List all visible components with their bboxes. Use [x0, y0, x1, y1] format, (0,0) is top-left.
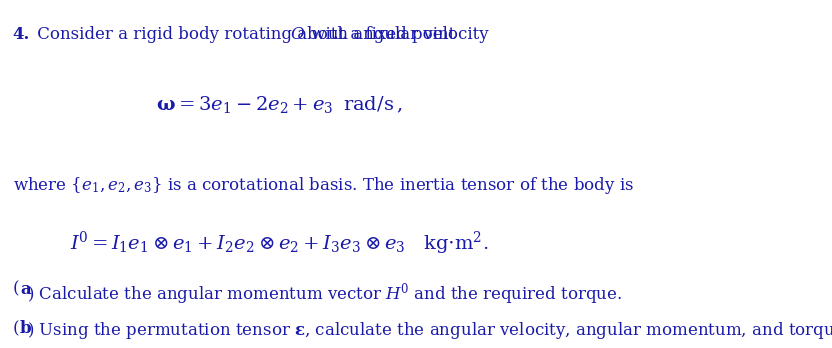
Text: with angular velocity: with angular velocity: [305, 26, 488, 44]
Text: where $\{\mathit{e}_1, \mathit{e}_2, \mathit{e}_3\}$ is a corotational basis. Th: where $\{\mathit{e}_1, \mathit{e}_2, \ma…: [12, 175, 634, 196]
Text: ) Calculate the angular momentum vector $\mathbf{\mathit{H}}^0$ and the required: ) Calculate the angular momentum vector …: [27, 281, 622, 307]
Text: a: a: [20, 281, 31, 298]
Text: b: b: [20, 320, 32, 337]
Text: (: (: [12, 281, 19, 298]
Text: $\mathbf{\omega} = 3\mathit{e}_1 - 2\mathit{e}_2 + \mathit{e}_3 \;\;\mathrm{rad/: $\mathbf{\omega} = 3\mathit{e}_1 - 2\mat…: [156, 94, 403, 115]
Text: $\mathbf{\mathit{I}}^0 = I_1\mathit{e}_1 \otimes \mathit{e}_1 + I_2\mathit{e}_2 : $\mathbf{\mathit{I}}^0 = I_1\mathit{e}_1…: [70, 230, 488, 258]
Text: Consider a rigid body rotating about a fixed point: Consider a rigid body rotating about a f…: [32, 26, 460, 44]
Text: ) Using the permutation tensor $\mathbf{\varepsilon}$, calculate the angular vel: ) Using the permutation tensor $\mathbf{…: [27, 320, 832, 341]
Text: 4.: 4.: [12, 26, 30, 44]
Text: (: (: [12, 320, 19, 337]
Text: $O$: $O$: [290, 26, 305, 44]
